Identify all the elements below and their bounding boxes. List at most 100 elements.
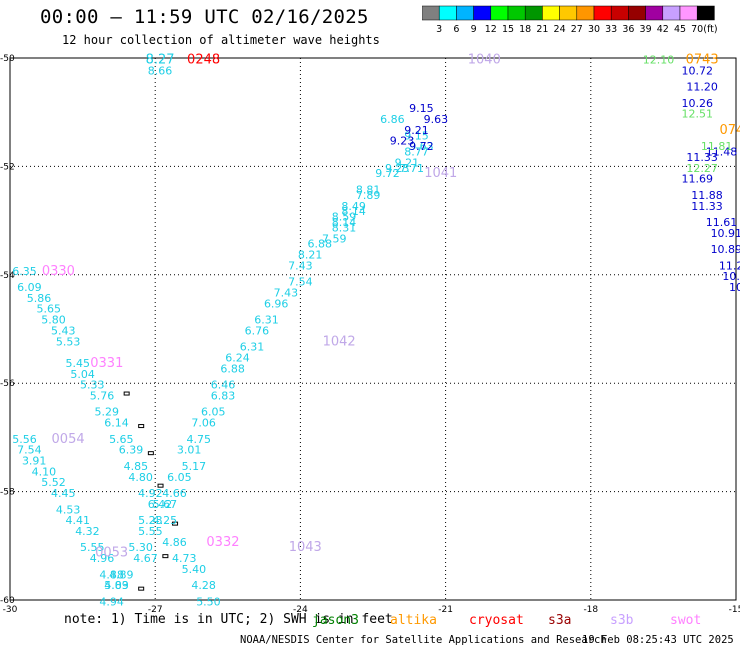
wave-height-label: 12.27: [686, 162, 718, 175]
satellite-legend-cryosat: cryosat: [469, 613, 524, 628]
wave-height-label: 9.23: [390, 135, 415, 148]
colorbar-tick-label: 9: [471, 24, 477, 35]
wave-height-label: 10.89: [711, 243, 740, 256]
satellite-legend-s3b: s3b: [610, 613, 634, 628]
wave-height-label: 5.65: [36, 303, 61, 316]
colorbar-unit: (ft): [703, 24, 717, 35]
satellite-legend-swot: swot: [670, 613, 702, 628]
wave-height-label: 9.23: [385, 162, 410, 175]
wave-height-label: 10: [729, 281, 740, 294]
wave-height-label: 9.72: [409, 140, 434, 153]
wave-height-label: 8.21: [298, 249, 323, 262]
wave-height-label: 11.61: [706, 216, 738, 229]
wave-height-label: 7.43: [288, 259, 313, 272]
footer-agency: NOAA/NESDIS Center for Satellite Applica…: [240, 634, 607, 646]
x-tick-label: -24: [293, 605, 308, 612]
wave-height-label: 5.55: [138, 525, 163, 538]
wave-height-label: 11.2: [719, 259, 740, 272]
footer-timestamp: 19 Feb 08:25:43 UTC 2025: [582, 634, 734, 646]
wave-height-label: 6.24: [225, 352, 250, 365]
satellite-legend-jason3: jason3: [312, 613, 359, 628]
wave-height-label: 6.05: [201, 406, 226, 419]
wave-height-label: 4.89: [109, 568, 134, 581]
island-outline: [172, 521, 179, 526]
colorbar-tick-label: 24: [554, 24, 566, 35]
wave-height-label: 6.88: [308, 238, 333, 251]
wave-height-label: 5.55: [80, 541, 105, 554]
island-outline: [123, 391, 130, 396]
island-outline: [138, 424, 145, 429]
wave-height-label: 12.10: [643, 53, 675, 66]
colorbar-tick-label: 15: [502, 24, 514, 35]
wave-height-label: 5.30: [128, 541, 153, 554]
y-tick-label: -54: [0, 271, 15, 281]
wave-height-label: 4.10: [32, 465, 57, 478]
wave-height-label: 7.54: [17, 444, 42, 457]
wave-height-label: 6.05: [167, 471, 192, 484]
island-outline: [162, 554, 169, 559]
wave-height-label: 8.31: [332, 221, 357, 234]
wave-height-label: 9.63: [409, 140, 434, 153]
x-tick-label: -21: [438, 605, 453, 612]
y-tick-label: -60: [0, 596, 15, 606]
wave-height-label: 4.80: [128, 471, 153, 484]
wave-height-label: 12.51: [682, 108, 714, 121]
wave-height-label: 7.43: [274, 286, 299, 299]
wave-height-label: 5.76: [90, 389, 115, 402]
wave-height-label: 5.53: [56, 335, 81, 348]
pass-time-label: 0332: [206, 535, 239, 550]
wave-height-label: 4.94: [99, 595, 124, 608]
wave-height-label: 5.43: [51, 324, 76, 337]
wave-height-label: 7.59: [322, 232, 347, 245]
wave-height-label: 7.06: [191, 417, 216, 430]
pass-time-label: 8.27: [146, 52, 175, 67]
wave-height-label: 8.14: [332, 216, 357, 229]
pass-time-label: 0054: [52, 432, 85, 447]
colorbar-tick-label: 3: [436, 24, 442, 35]
wave-height-label: 10.91: [711, 227, 740, 240]
pass-time-label: 1043: [289, 540, 322, 555]
wave-height-label: 4.25: [153, 514, 178, 527]
pass-time-label: 0330: [42, 264, 75, 279]
wave-height-label: 9.63: [424, 113, 449, 126]
wave-height-label: 5.04: [70, 368, 95, 381]
colorbar-tick-label: 12: [485, 24, 497, 35]
colorbar-tick-label: 36: [622, 24, 634, 35]
wave-height-label: 4.96: [90, 552, 115, 565]
wave-height-label: 5.67: [153, 498, 178, 511]
wave-height-label: 11.20: [686, 81, 718, 94]
wave-height-label: 7.54: [288, 276, 313, 289]
wave-height-label: 9.21: [404, 124, 429, 137]
wave-height-label: 6.46: [211, 379, 236, 392]
wave-height-label: 4.41: [66, 514, 91, 527]
wave-height-label: 4.92: [138, 487, 163, 500]
island-outline: [157, 483, 164, 488]
wave-height-label: 6.76: [245, 324, 270, 337]
wave-height-label: 5.86: [27, 292, 52, 305]
wave-height-label: 3.91: [22, 455, 47, 468]
wave-height-label: 7.89: [356, 189, 381, 202]
wave-height-label: 11.48: [706, 146, 738, 159]
wave-height-label: 5.23: [138, 514, 163, 527]
wave-height-label: 6.88: [220, 362, 245, 375]
x-tick-label: -30: [3, 605, 18, 612]
wave-height-label: 11.69: [682, 173, 714, 186]
wave-height-label: 4.53: [56, 503, 81, 516]
pass-time-label: 0331: [90, 356, 123, 371]
wave-height-label: 6.31: [240, 341, 265, 354]
wave-height-label: 6.42: [148, 498, 173, 511]
colorbar-tick-label: 27: [571, 24, 583, 35]
y-tick-label: -52: [0, 162, 15, 172]
wave-height-label: 6.96: [264, 297, 289, 310]
x-tick-label: -15: [729, 605, 740, 612]
colorbar-swatch: [696, 5, 715, 21]
wave-height-label: 5.65: [109, 433, 134, 446]
wave-height-label: 6.83: [211, 389, 236, 402]
wave-height-label: 5.45: [66, 357, 91, 370]
wave-height-label: 5.50: [196, 595, 221, 608]
wave-height-label: 3.01: [177, 444, 202, 457]
wave-height-label: 9.72: [375, 167, 400, 180]
wave-height-label: 8.59: [332, 211, 357, 224]
wave-height-label: 4.86: [162, 536, 187, 549]
wave-height-label: 5.17: [182, 460, 207, 473]
